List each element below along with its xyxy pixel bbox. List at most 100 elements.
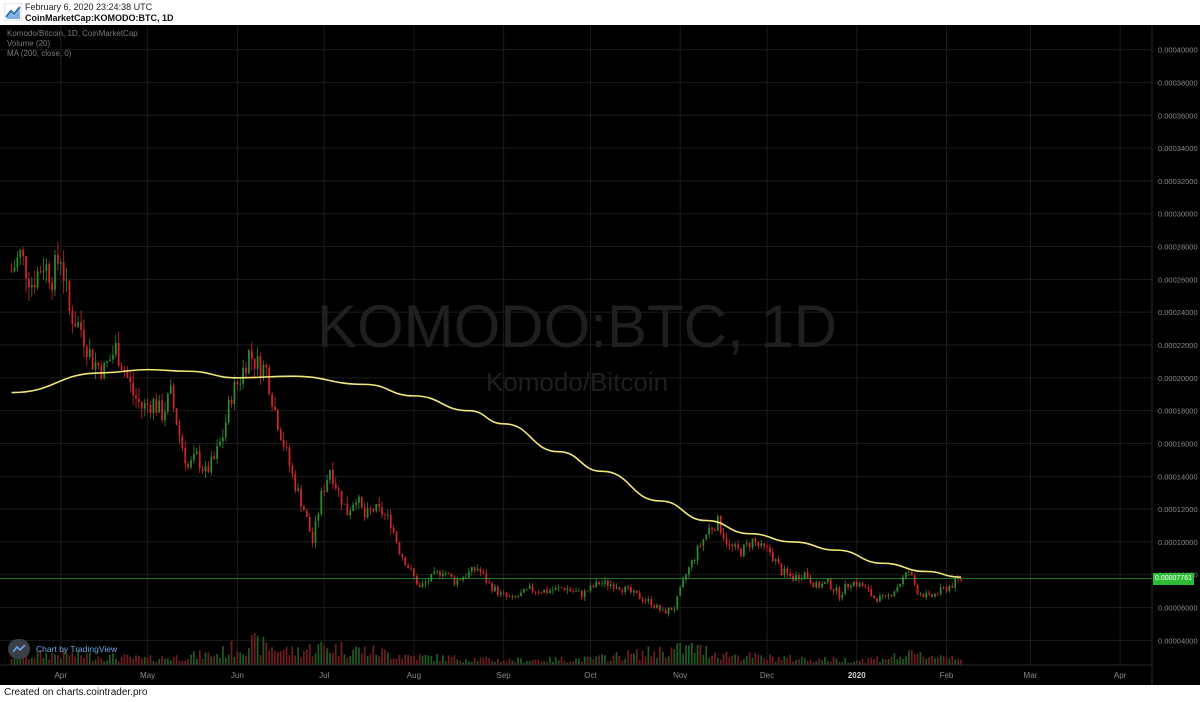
volume-bar bbox=[358, 647, 360, 665]
volume-bar bbox=[320, 641, 323, 665]
volume-bar bbox=[294, 655, 297, 665]
top-bar: February 6, 2020 23:24:38 UTC CoinMarket… bbox=[0, 0, 1200, 25]
volume-bar bbox=[219, 657, 221, 665]
footer: Created on charts.cointrader.pro bbox=[0, 685, 1200, 702]
candle-body bbox=[638, 593, 641, 600]
volume-bar bbox=[444, 661, 447, 665]
candle-body bbox=[771, 552, 774, 562]
volume-bar bbox=[829, 661, 832, 665]
candle-body bbox=[473, 567, 476, 571]
last-price-tag: 0.00007761 bbox=[1153, 572, 1194, 585]
volume-bar bbox=[870, 657, 873, 665]
candle-body bbox=[688, 567, 690, 575]
candle-body bbox=[531, 585, 534, 592]
volume-bar bbox=[230, 640, 233, 665]
candle-body bbox=[343, 503, 346, 505]
volume-bar bbox=[94, 659, 97, 665]
volume-bar bbox=[57, 655, 59, 665]
candle-body bbox=[207, 466, 210, 473]
candle-body bbox=[222, 437, 224, 442]
candle-body bbox=[595, 581, 598, 588]
candle-body bbox=[659, 604, 661, 611]
volume-bar bbox=[459, 660, 462, 665]
volume-bar bbox=[705, 646, 708, 665]
candle-body bbox=[789, 573, 792, 576]
volume-bar bbox=[592, 659, 595, 665]
price-tick-label: 0.00032000 bbox=[1158, 177, 1198, 186]
candle-body bbox=[491, 583, 493, 592]
volume-bar bbox=[326, 648, 328, 665]
candle-body bbox=[517, 596, 519, 597]
volume-bar bbox=[554, 657, 557, 665]
candle-body bbox=[360, 496, 363, 508]
volume-bar bbox=[919, 652, 922, 665]
volume-bar bbox=[884, 659, 887, 665]
chart-area[interactable]: KOMODO:BTC, 1D Komodo/Bitcoin 0.00004000… bbox=[0, 25, 1200, 685]
volume-bar bbox=[300, 657, 302, 665]
candle-body bbox=[696, 545, 699, 561]
volume-bar bbox=[575, 658, 577, 665]
volume-bar bbox=[303, 650, 305, 665]
candle-body bbox=[815, 582, 818, 588]
candles bbox=[10, 241, 962, 617]
volume-bar bbox=[271, 647, 273, 665]
volume-bar bbox=[502, 660, 505, 665]
volume-bar bbox=[520, 658, 522, 665]
candle-body bbox=[71, 310, 74, 325]
price-chart[interactable]: KOMODO:BTC, 1D Komodo/Bitcoin 0.00004000… bbox=[0, 25, 1200, 685]
candle-body bbox=[508, 596, 511, 598]
candle-body bbox=[352, 504, 354, 511]
candle-body bbox=[172, 385, 175, 409]
volume-bar bbox=[647, 646, 650, 665]
tradingview-logo-icon bbox=[4, 3, 22, 21]
volume-bar bbox=[523, 662, 525, 665]
time-tick-label: Apr bbox=[1114, 671, 1127, 680]
candle-body bbox=[905, 572, 907, 578]
candle-body bbox=[401, 553, 404, 558]
tradingview-badge[interactable]: Chart by TradingView bbox=[8, 639, 117, 659]
candle-body bbox=[511, 596, 514, 597]
volume-bar bbox=[317, 644, 320, 665]
volume-bar bbox=[528, 660, 531, 665]
volume-bar bbox=[907, 650, 910, 665]
candle-body bbox=[818, 582, 821, 588]
volume-bar bbox=[835, 658, 838, 665]
volume-bar bbox=[696, 644, 699, 665]
candle-body bbox=[928, 592, 930, 595]
volume-bar bbox=[580, 661, 583, 665]
candle-body bbox=[679, 587, 682, 596]
volume-bar bbox=[667, 656, 670, 665]
candle-body bbox=[103, 362, 106, 378]
volume-bar bbox=[427, 655, 430, 665]
candle-body bbox=[496, 586, 499, 595]
volume-bar bbox=[818, 658, 821, 665]
candle-body bbox=[198, 451, 201, 469]
candle-body bbox=[181, 436, 184, 448]
legend-ma: MA (200, close, 0) bbox=[7, 49, 72, 58]
volume-bar bbox=[329, 652, 331, 665]
volume-bar bbox=[745, 656, 748, 665]
candle-body bbox=[705, 534, 708, 540]
volume-bar bbox=[413, 656, 415, 665]
volume-bar bbox=[751, 657, 754, 665]
candle-body bbox=[407, 565, 409, 569]
volume-bar bbox=[873, 659, 875, 665]
candle-body bbox=[879, 595, 881, 602]
candle-body bbox=[381, 506, 383, 515]
candle-body bbox=[45, 264, 48, 272]
volume-bar bbox=[59, 658, 62, 665]
volume-bar bbox=[239, 652, 242, 665]
candle-body bbox=[578, 590, 580, 592]
volume-bar bbox=[719, 659, 722, 665]
volume-bar bbox=[112, 653, 114, 665]
volume-bar bbox=[207, 652, 210, 665]
candle-body bbox=[543, 589, 546, 593]
candle-body bbox=[375, 504, 378, 511]
candle-body bbox=[25, 256, 27, 279]
volume-bar bbox=[80, 655, 82, 665]
volume-bar bbox=[123, 654, 126, 665]
volume-bar bbox=[708, 658, 711, 665]
candle-body bbox=[436, 571, 438, 573]
time-tick-label: Feb bbox=[940, 671, 954, 680]
volume-bar bbox=[780, 659, 783, 665]
